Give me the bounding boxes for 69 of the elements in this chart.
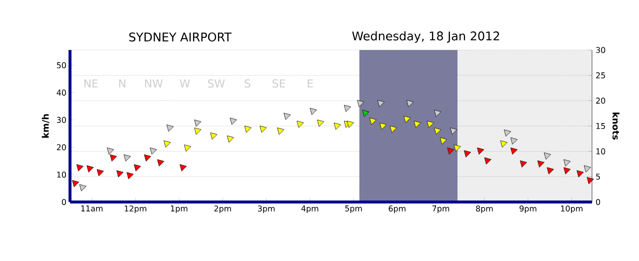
point [362, 110, 370, 117]
point [76, 164, 84, 172]
point [564, 167, 571, 174]
point [406, 100, 414, 108]
y2-axis-title: knots [612, 112, 620, 140]
point [226, 136, 234, 143]
point [164, 140, 171, 148]
point [210, 132, 218, 140]
point [564, 159, 571, 166]
point [144, 154, 152, 162]
point [434, 110, 442, 117]
point [500, 140, 508, 148]
point [260, 126, 267, 133]
point [586, 177, 594, 184]
point [510, 148, 518, 155]
point [584, 165, 591, 172]
point [390, 126, 397, 133]
point [166, 124, 174, 132]
point [369, 118, 376, 125]
point [180, 164, 187, 172]
point [477, 148, 484, 155]
point [537, 160, 544, 168]
point [357, 100, 364, 108]
point [110, 154, 117, 162]
point [346, 120, 354, 128]
point [450, 128, 458, 135]
point [544, 152, 551, 160]
point [157, 159, 164, 166]
point [106, 148, 114, 155]
point [576, 170, 584, 178]
point [380, 122, 387, 130]
point [86, 165, 94, 172]
point [296, 120, 304, 128]
point [434, 128, 442, 135]
point [504, 129, 511, 137]
point [134, 164, 141, 172]
point [96, 169, 104, 176]
chart-subtitle: Wednesday, 18 Jan 2012 [352, 31, 500, 43]
point [244, 126, 252, 133]
chart-title: SYDNEY AIRPORT [129, 32, 232, 42]
y-axis-title: km/h [42, 114, 50, 138]
point [426, 120, 434, 128]
point [454, 144, 461, 152]
point [126, 172, 134, 180]
point [310, 108, 317, 115]
point [124, 154, 131, 162]
point [344, 104, 352, 112]
point [150, 148, 157, 155]
point [447, 148, 454, 155]
point [72, 180, 80, 188]
point [377, 100, 384, 108]
point [230, 118, 237, 125]
point [317, 120, 324, 127]
point [79, 184, 86, 192]
point [184, 144, 192, 152]
point [404, 116, 411, 123]
point [520, 160, 527, 168]
point [334, 122, 341, 130]
point [116, 170, 124, 178]
point [546, 167, 554, 174]
point [464, 150, 472, 158]
point [440, 137, 448, 144]
point [284, 112, 291, 120]
point [194, 120, 202, 127]
point [484, 157, 492, 164]
point [414, 120, 421, 128]
point [510, 137, 518, 144]
point [194, 128, 202, 135]
point [277, 128, 284, 135]
